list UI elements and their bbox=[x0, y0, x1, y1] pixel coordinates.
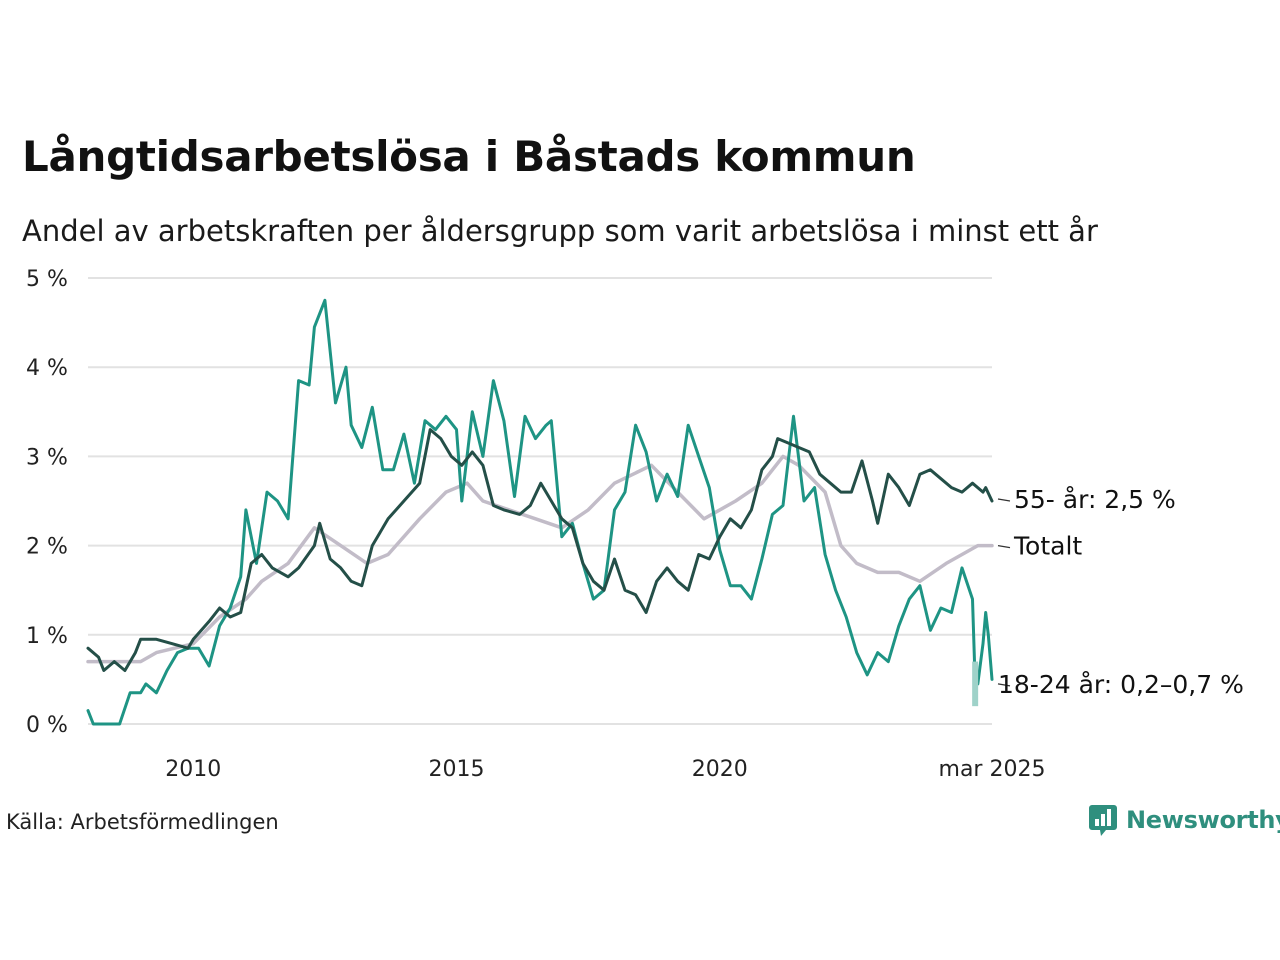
y-tick-label: 5 % bbox=[26, 267, 68, 292]
source-note: Källa: Arbetsförmedlingen bbox=[6, 810, 279, 834]
end-label-leader bbox=[997, 683, 1011, 687]
end-label: 18-24 år: 0,2–0,7 % bbox=[998, 670, 1244, 699]
x-tick-label: 2015 bbox=[429, 757, 485, 782]
series-line-55-r bbox=[86, 428, 994, 672]
series-line-18-24-r bbox=[86, 298, 994, 726]
chart-subtitle: Andel av arbetskraften per åldersgrupp s… bbox=[22, 214, 1098, 248]
chart-title: Långtidsarbetslösa i Båstads kommun bbox=[22, 132, 916, 181]
x-tick-label: 2010 bbox=[165, 757, 221, 782]
newsworthy-logo-icon bbox=[1089, 805, 1117, 836]
x-tick-label: 2020 bbox=[692, 757, 748, 782]
y-tick-label: 4 % bbox=[26, 356, 68, 381]
brand-name: Newsworthy bbox=[1126, 806, 1280, 834]
end-label: Totalt bbox=[1013, 532, 1082, 561]
range-band-mark bbox=[972, 661, 979, 707]
brand-logo[interactable]: Newsworthy bbox=[1088, 803, 1280, 837]
y-tick-label: 2 % bbox=[26, 535, 68, 560]
end-label-leader bbox=[997, 498, 1011, 502]
end-label: 55- år: 2,5 % bbox=[1014, 485, 1176, 514]
series-line-totalt bbox=[86, 454, 994, 664]
x-tick-label: mar 2025 bbox=[939, 757, 1046, 782]
y-tick-label: 1 % bbox=[26, 624, 68, 649]
y-tick-label: 3 % bbox=[26, 445, 68, 470]
end-label-leader bbox=[997, 545, 1011, 549]
y-tick-label: 0 % bbox=[26, 713, 68, 738]
